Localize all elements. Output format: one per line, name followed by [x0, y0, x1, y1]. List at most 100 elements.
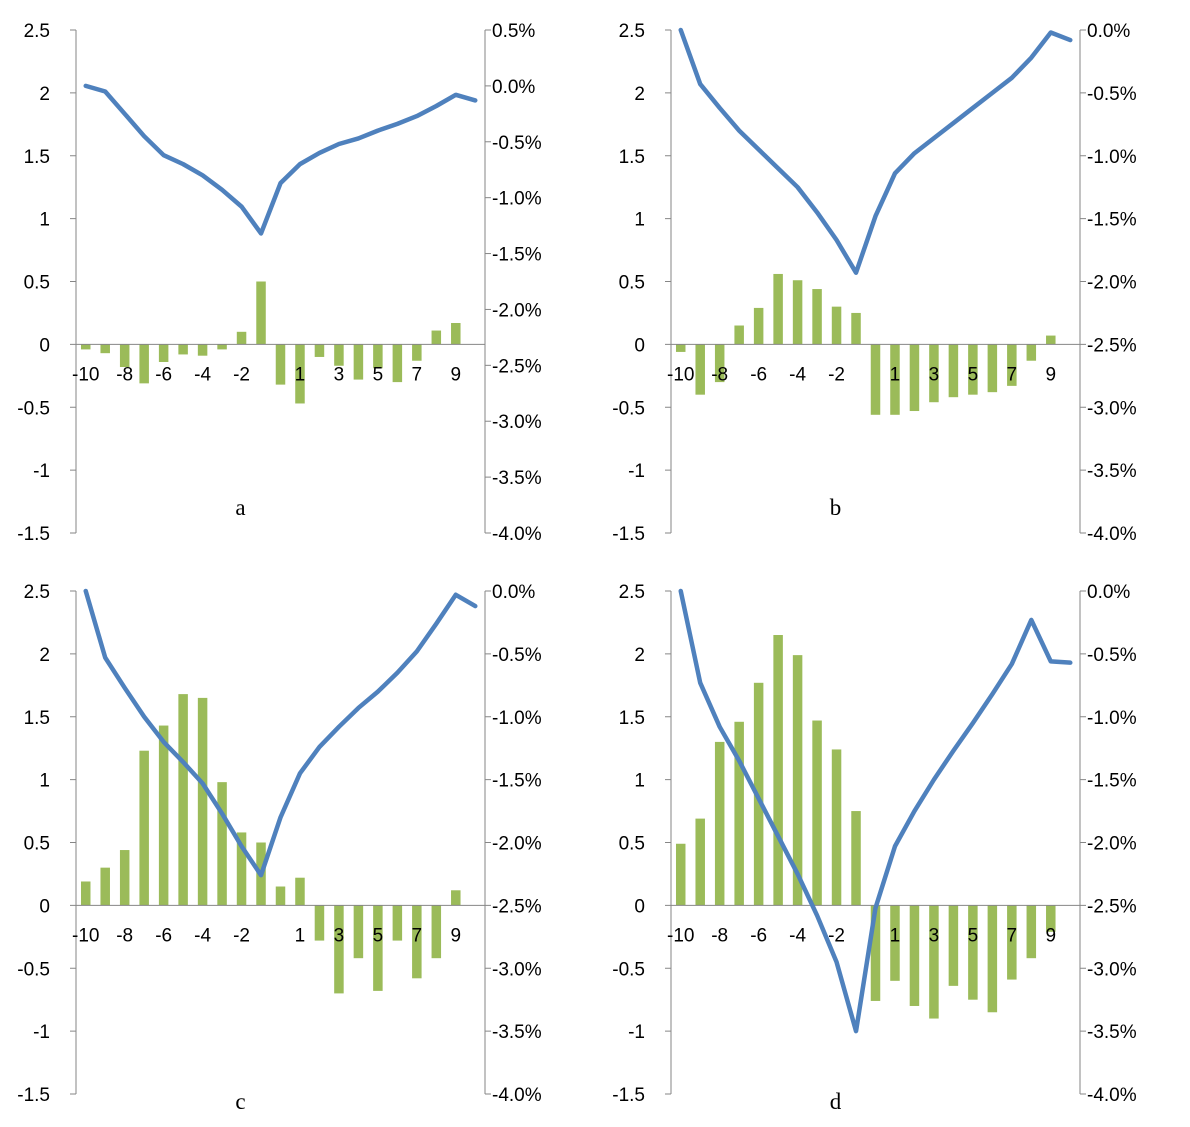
left-axis-tick-label: 2.5: [24, 21, 50, 42]
left-axis-tick-label: -1.5: [17, 524, 50, 545]
x-axis-tick-label: -4: [789, 364, 806, 385]
left-axis-tick-label: -1: [33, 1022, 50, 1043]
left-axis-tick-label: -1: [628, 461, 645, 482]
right-axis-tick-label: -3.5%: [1087, 461, 1137, 482]
panel-label: d: [830, 1089, 842, 1114]
line-series: [678, 588, 1073, 1034]
bar-mark: [1026, 344, 1037, 361]
bar-mark: [773, 635, 783, 906]
bar-mark: [431, 905, 442, 959]
bar-mark: [792, 655, 803, 906]
x-axis-tick-label: 5: [373, 364, 384, 385]
bar-mark: [890, 344, 900, 415]
right-axis-tick-label: 0.0%: [1087, 582, 1130, 603]
left-axis-tick-label: 2.5: [619, 582, 645, 603]
x-axis-tick-label: 1: [890, 925, 901, 946]
bar-mark: [812, 289, 822, 345]
left-axis-tick-label: 2.5: [24, 582, 50, 603]
right-axis-tick-label: -1.5%: [492, 771, 542, 792]
x-axis-tick-label: -10: [72, 364, 99, 385]
chart-panel-b: -1.5 -1 -0.5 0 0.5 1 1.5 2 2.5 -4.0% -3.5% -3.0% -2.…: [595, 0, 1190, 561]
x-axis-tick-label: 5: [968, 364, 979, 385]
bar-mark: [812, 720, 822, 906]
x-axis-tick-label: -4: [789, 925, 806, 946]
right-axis-tick-label: -2.5%: [492, 896, 542, 917]
bar-mark: [695, 818, 705, 906]
left-axis-tick-label: 0: [634, 896, 645, 917]
x-axis-tick-label: 9: [1045, 925, 1056, 946]
x-axis-tick-label: -8: [116, 925, 133, 946]
left-axis-tick-label: 0.5: [619, 834, 645, 855]
right-axis-tick-label: -1.0%: [492, 189, 542, 210]
left-axis-tick-label: 0.5: [24, 273, 50, 294]
x-axis-tick-label: 1: [295, 364, 306, 385]
bar-mark: [100, 344, 110, 354]
right-axis-tick-label: -4.0%: [1087, 1085, 1137, 1106]
bar-mark: [870, 344, 881, 415]
left-axis-tick-label: -0.5: [17, 398, 50, 419]
bar-mark: [773, 273, 783, 345]
right-axis-tick-label: 0.5%: [492, 21, 535, 42]
chart-svg: -1.5 -1 -0.5 0 0.5 1 1.5 2 2.5 -4.0% -3.5% -3.0% -2.…: [612, 582, 1137, 1114]
bar-mark: [178, 694, 188, 906]
bar-mark: [353, 344, 364, 380]
bar-mark: [158, 725, 169, 906]
bar-mark: [1026, 905, 1037, 959]
left-axis-tick-label: 1: [634, 771, 645, 792]
bar-mark: [929, 344, 939, 403]
left-axis-tick-label: 1.5: [24, 708, 50, 729]
left-axis-tick-label: 0: [634, 335, 645, 356]
x-axis-tick-label: -10: [72, 925, 99, 946]
right-axis-tick-label: -2.0%: [1087, 273, 1137, 294]
bar-mark: [217, 344, 227, 350]
bar-mark: [80, 881, 91, 906]
left-axis-tick-label: 2: [634, 84, 645, 105]
bar-mark: [392, 905, 403, 941]
bar-mark: [909, 344, 920, 412]
left-axis-tick-label: 2: [634, 645, 645, 666]
x-axis-tick-label: 5: [373, 925, 384, 946]
bar-mark: [139, 750, 149, 906]
right-axis-tick-label: -0.5%: [1087, 84, 1137, 105]
bar-mark: [1007, 905, 1017, 980]
x-axis-tick-label: 7: [412, 364, 423, 385]
x-axis-tick-label: -2: [233, 364, 250, 385]
bar-mark: [1007, 344, 1017, 386]
bar-mark: [734, 721, 744, 906]
bar-mark: [412, 905, 422, 979]
x-axis-tick-label: 1: [890, 364, 901, 385]
bar-mark: [197, 697, 208, 906]
bar-mark: [1046, 335, 1056, 345]
chart-panel-a: -1.5 -1 -0.5 0 0.5 1 1.5 2 2.5 -4.0% -3.5% -3.0% -2.…: [0, 0, 595, 561]
bar-mark: [353, 905, 364, 959]
bar-mark: [119, 850, 130, 906]
left-axis-tick-label: 0.5: [619, 273, 645, 294]
left-axis-tick-label: -1: [33, 461, 50, 482]
bar-mark: [451, 322, 461, 345]
x-axis-tick-label: 3: [334, 925, 345, 946]
x-axis-tick-label: 5: [968, 925, 979, 946]
bar-mark: [987, 905, 998, 1013]
x-axis-tick-label: 9: [450, 925, 461, 946]
left-axis-tick-label: 1: [39, 771, 50, 792]
left-axis-tick-label: 0: [39, 896, 50, 917]
bar-mark: [373, 344, 383, 369]
left-axis-tick-label: -0.5: [612, 959, 645, 980]
bar-mark: [178, 344, 188, 355]
left-axis-tick-label: 1.5: [619, 708, 645, 729]
right-axis-tick-label: -3.5%: [1087, 1022, 1137, 1043]
left-axis-tick-label: 1: [39, 210, 50, 231]
line-series: [678, 27, 1073, 275]
x-axis-tick-label: 9: [1045, 364, 1056, 385]
bar-mark: [753, 307, 764, 345]
bar-mark: [295, 877, 305, 906]
chart-svg: -1.5 -1 -0.5 0 0.5 1 1.5 2 2.5 -4.0% -3.5% -3.0% -2.…: [612, 21, 1137, 545]
bar-mark: [275, 886, 286, 906]
left-axis-tick-label: 0.5: [24, 834, 50, 855]
x-axis-tick-label: 7: [1007, 925, 1018, 946]
x-axis-tick-label: -8: [711, 364, 728, 385]
x-axis-tick-label: -2: [828, 364, 845, 385]
right-axis-tick-label: 0.0%: [492, 582, 535, 603]
right-axis-tick-label: -4.0%: [492, 524, 542, 545]
bar-mark: [675, 843, 686, 906]
